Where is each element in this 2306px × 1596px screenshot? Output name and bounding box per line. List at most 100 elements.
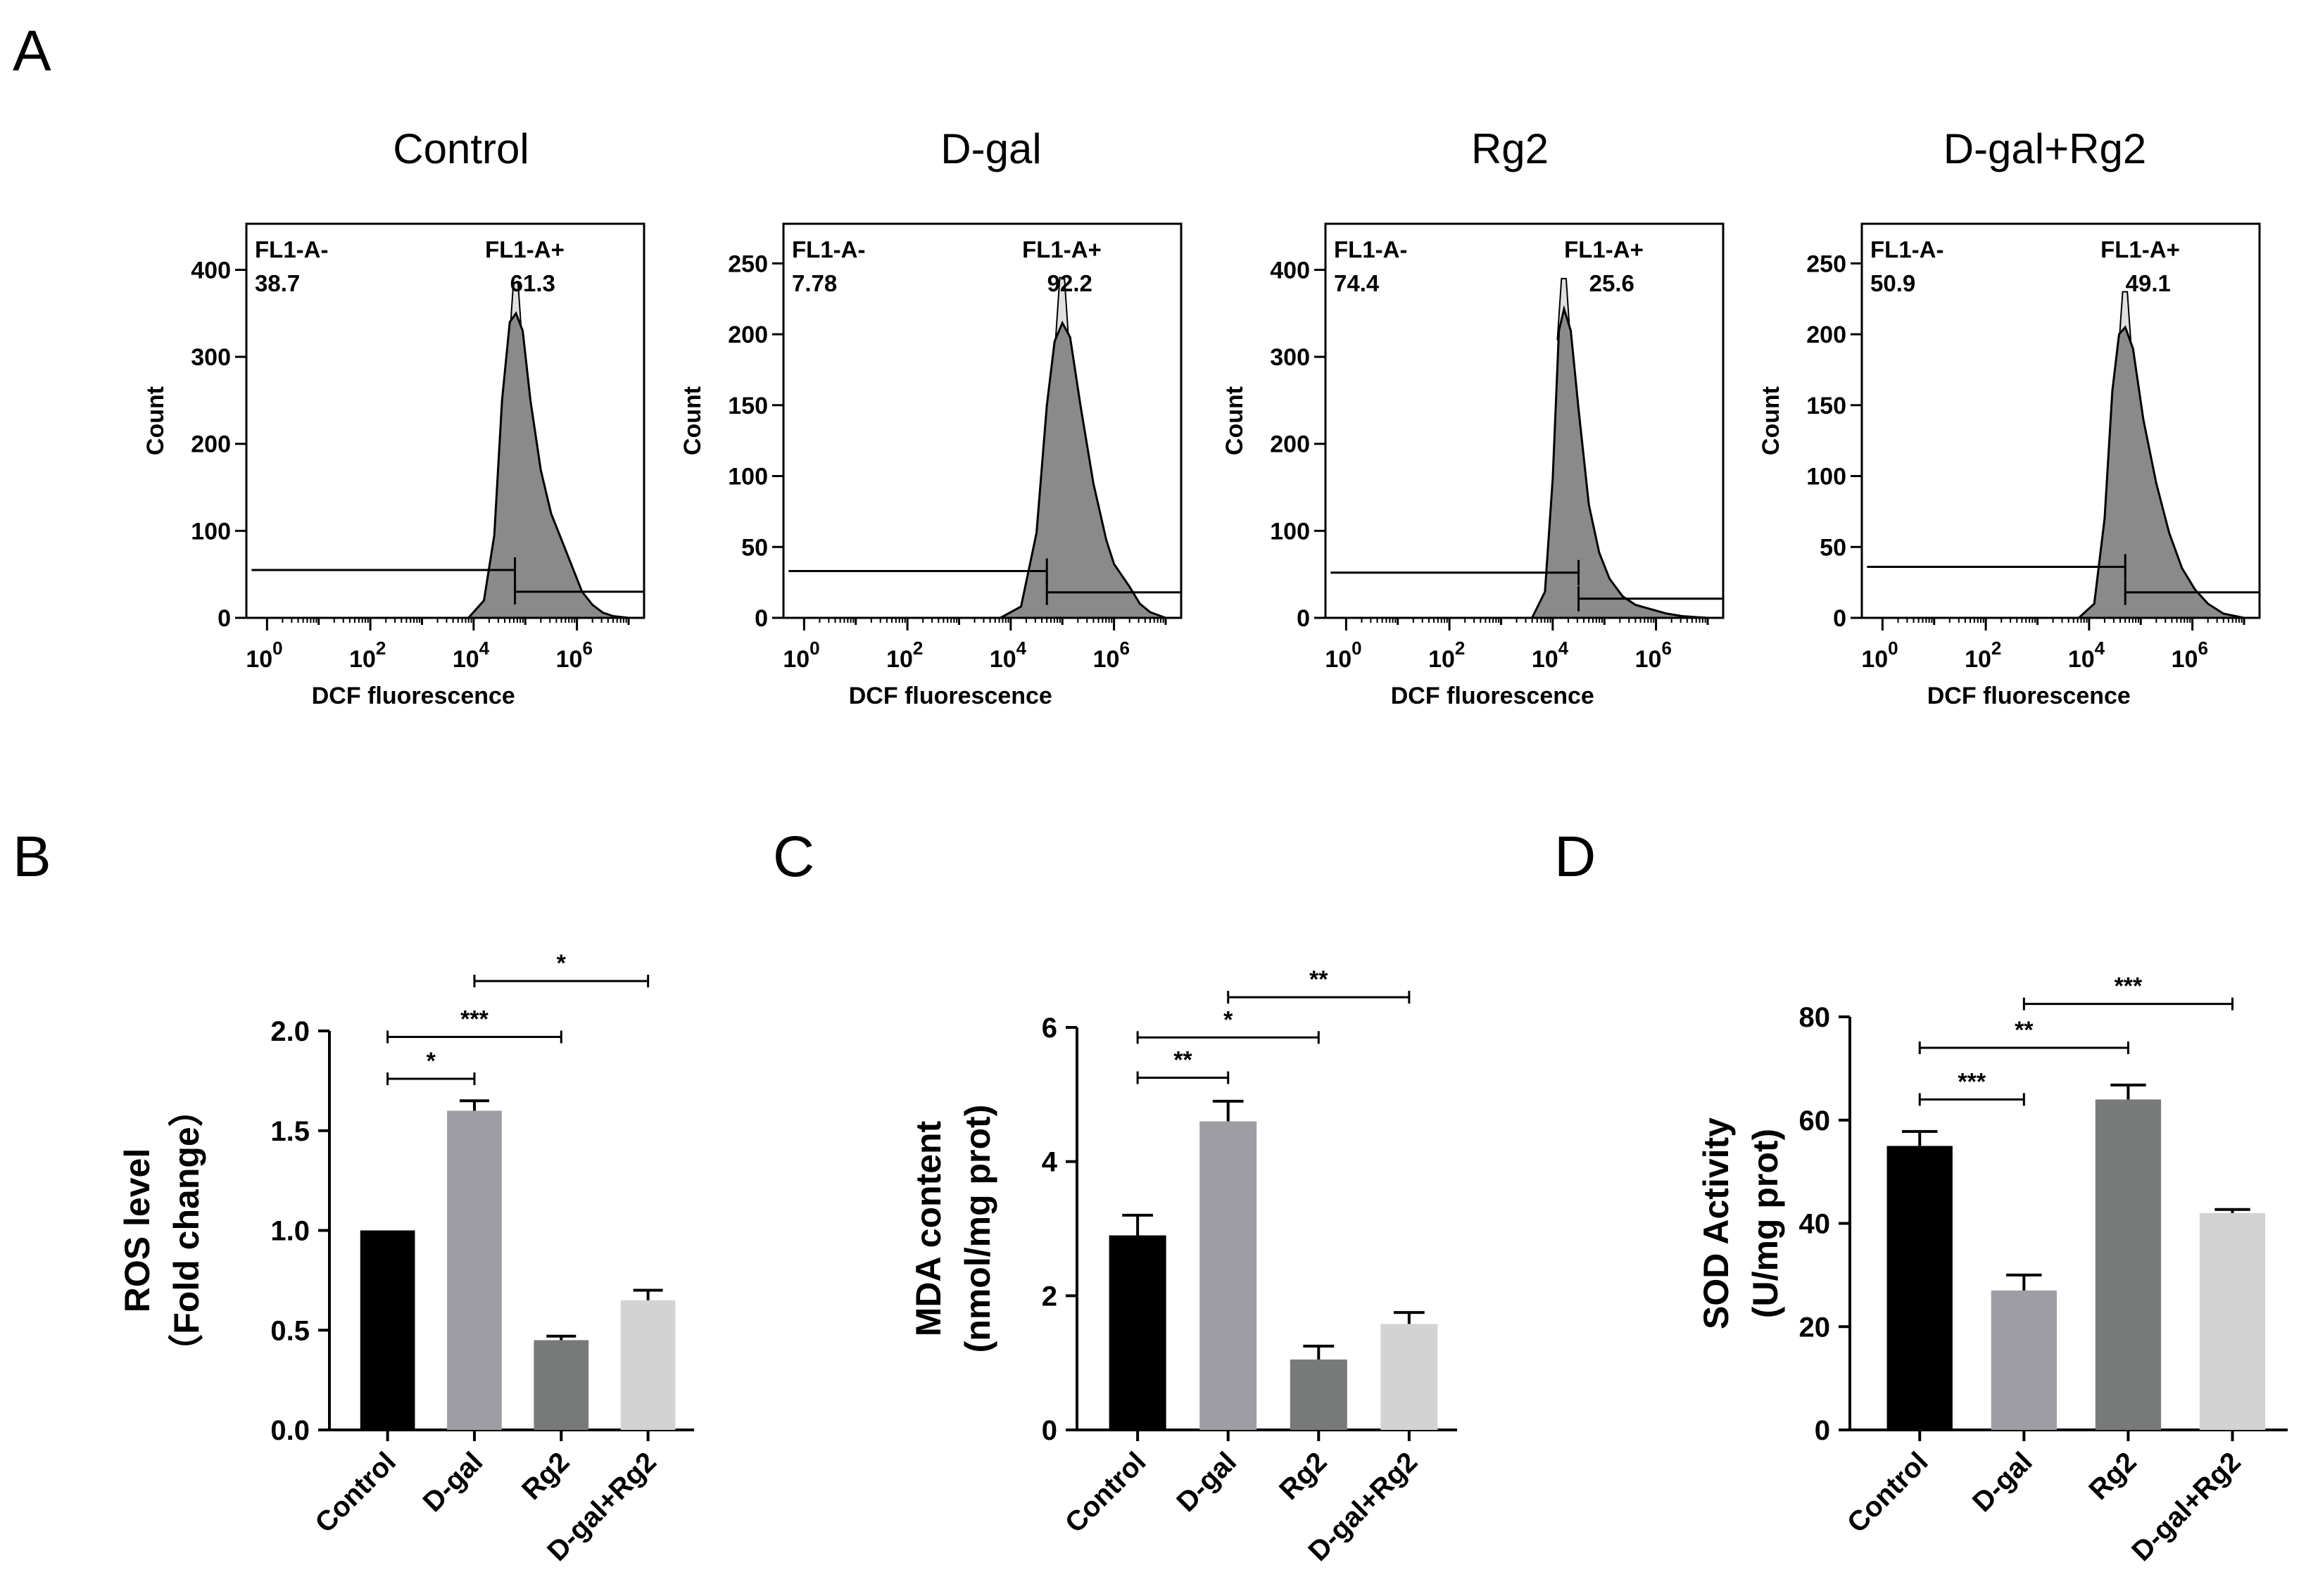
bar-chart-b-bar-control	[360, 1230, 415, 1430]
hist-d-gal-rg2-xtick-label-6: 106	[2172, 638, 2208, 673]
hist-d-gal-histogram	[1000, 320, 1166, 619]
bar-chart-c-sig-label-2: *	[1223, 1006, 1233, 1033]
hist-d-gal-ylabel: Count	[679, 386, 706, 455]
hist-d-gal-rg2: D-gal+Rg2 FL1-A- 50.9 FL1-A+ 49.1 0 50 100 150 20…	[1758, 125, 2261, 709]
hist-d-gal-rg2-gate-2-name: FL1-A+	[2100, 236, 2180, 262]
bar-chart-c: 0 2 4 6 MDA content (nmol/mg prot) Control D-ga…	[909, 966, 1457, 1567]
hist-control-xtick-label-6: 106	[556, 638, 593, 673]
hist-control-xlabel: DCF fluorescence	[312, 683, 515, 709]
hist-rg2-xtick-label-2: 102	[1428, 638, 1465, 673]
bar-chart-d-category-d-gal-rg2: D-gal+Rg2	[2126, 1446, 2247, 1567]
bar-chart-d-category-d-gal: D-gal	[1967, 1446, 2039, 1518]
bar-chart-b-category-rg2: Rg2	[516, 1446, 576, 1506]
bar-chart-c-bar-d-gal	[1199, 1121, 1257, 1430]
hist-d-gal-ytick-label-200: 200	[728, 322, 768, 348]
hist-d-gal-frame	[782, 222, 1183, 619]
bar-chart-d-bar-control	[1886, 1146, 1953, 1430]
panel-letter-c: C	[773, 825, 814, 889]
hist-control-xtick-label-4: 104	[453, 638, 490, 673]
bar-chart-c-bar-rg2	[1290, 1359, 1347, 1430]
bar-chart-c-ytick-label: 4	[1042, 1147, 1058, 1178]
hist-d-gal-xtick-label-6: 106	[1093, 638, 1130, 673]
hist-d-gal-gate-1-name: FL1-A-	[792, 236, 865, 262]
hist-rg2-ytick-label-400: 400	[1270, 257, 1310, 284]
bar-chart-c-ylabel-line-1: MDA content	[909, 1120, 948, 1336]
bar-chart-d-ytick-label: 80	[1799, 1002, 1831, 1033]
hist-rg2-title: Rg2	[1471, 125, 1549, 172]
bar-chart-d-bar-d-gal	[1991, 1290, 2057, 1430]
hist-rg2-ylabel: Count	[1221, 386, 1248, 455]
bar-chart-d-sig-label-3: ***	[2115, 973, 2143, 1000]
bar-chart-b-category-control: Control	[309, 1446, 402, 1539]
bar-chart-c-category-d-gal: D-gal	[1171, 1446, 1242, 1518]
hist-d-gal-ytick-label-50: 50	[741, 534, 768, 561]
bar-chart-b-bar-rg2	[534, 1340, 589, 1430]
bar-chart-b-ylabel-line-1: ROS level	[118, 1148, 157, 1312]
hist-d-gal-rg2-ytick-label-150: 150	[1806, 393, 1846, 419]
bar-chart-c-sig-label-1: **	[1173, 1047, 1192, 1074]
hist-d-gal: D-gal FL1-A- 7.78 FL1-A+ 92.2 0 50 100 150 200 250…	[679, 125, 1183, 709]
hist-control-gate-2-name: FL1-A+	[485, 236, 565, 262]
hist-rg2-ytick-label-200: 200	[1270, 431, 1310, 458]
bar-chart-d-ylabel-line-2: (U/mg prot)	[1746, 1129, 1785, 1318]
hist-control-ytick-label-200: 200	[191, 431, 231, 458]
bar-chart-d-ytick-label: 20	[1799, 1312, 1831, 1343]
hist-d-gal-rg2-ytick-label-200: 200	[1806, 322, 1846, 348]
hist-d-gal-rg2-histogram	[2076, 325, 2245, 619]
hist-d-gal-xtick-label-2: 102	[886, 638, 923, 673]
hist-rg2-xtick-label-4: 104	[1532, 638, 1569, 673]
bar-chart-b-bar-d-gal	[447, 1110, 502, 1430]
bar-chart-c-ytick-label: 2	[1042, 1281, 1057, 1312]
hist-rg2-xtick-label-6: 106	[1635, 638, 1672, 673]
hist-d-gal-gate-2-name: FL1-A+	[1022, 236, 1102, 262]
hist-d-gal-ytick-label-150: 150	[728, 393, 768, 419]
bar-chart-b-bar-d-gal-rg2	[620, 1300, 676, 1430]
hist-rg2-histogram	[1530, 305, 1708, 619]
hist-d-gal-rg2-ytick-label-50: 50	[1820, 534, 1846, 561]
hist-d-gal-rg2-xlabel: DCF fluorescence	[1927, 683, 2131, 709]
panel-letter-a: A	[13, 19, 51, 83]
bar-chart-d-ytick-label: 40	[1799, 1209, 1831, 1240]
bar-chart-b-ytick-label: 0.5	[270, 1315, 310, 1346]
hist-d-gal-xtick-label-4: 104	[990, 638, 1027, 673]
bar-chart-c-sig-label-3: **	[1309, 966, 1328, 993]
hist-d-gal-rg2-gate-2-value: 49.1	[2126, 270, 2171, 296]
bar-chart-c-bar-d-gal-rg2	[1380, 1324, 1438, 1430]
bar-chart-c-bar-control	[1109, 1235, 1166, 1430]
hist-control-frame	[245, 222, 645, 619]
bar-chart-d-sig-label-1: ***	[1958, 1068, 1986, 1095]
bar-chart-d-ylabel-line-1: SOD Activity	[1696, 1117, 1736, 1329]
bar-chart-b-category-d-gal: D-gal	[417, 1446, 489, 1518]
bar-chart-b-ytick-label: 1.5	[270, 1116, 310, 1147]
hist-d-gal-rg2-ytick-label-0: 0	[1833, 605, 1846, 632]
bar-chart-d-sig-label-2: **	[2015, 1017, 2034, 1044]
bar-chart-b: 0.0 0.5 1.0 1.5 2.0 ROS level （Fold change） Con…	[118, 950, 694, 1567]
panel-letter-d: D	[1554, 825, 1596, 889]
hist-rg2-gate-1-name: FL1-A-	[1334, 236, 1407, 262]
hist-d-gal-rg2-gate-1-value: 50.9	[1870, 270, 1915, 296]
bar-chart-c-ytick-label: 0	[1042, 1415, 1057, 1446]
bar-chart-d: 0 20 40 60 80 SOD Activity (U/mg prot) Control D…	[1696, 973, 2288, 1567]
hist-rg2-ytick-label-100: 100	[1270, 518, 1310, 545]
charts-layer: ControlFL1-A-38.7FL1-A+61.30100200300400…	[118, 125, 2288, 1567]
hist-d-gal-xlabel: DCF fluorescence	[849, 683, 1052, 709]
hist-d-gal-rg2-title: D-gal+Rg2	[1943, 125, 2147, 172]
bar-chart-b-ytick-label: 0.0	[270, 1415, 310, 1446]
hist-d-gal-gate-1-value: 7.78	[792, 270, 837, 296]
hist-rg2-frame	[1324, 222, 1725, 619]
bar-chart-d-bar-d-gal-rg2	[2199, 1212, 2266, 1430]
bar-chart-b-sig-label-3: *	[557, 950, 567, 977]
bar-chart-d-category-rg2: Rg2	[2083, 1446, 2143, 1506]
bar-chart-b-sig-label-2: ***	[460, 1006, 489, 1033]
bar-chart-b-sig-label-1: *	[427, 1048, 436, 1075]
hist-control-ytick-label-400: 400	[191, 257, 231, 284]
hist-d-gal-rg2-gate-1-name: FL1-A-	[1870, 236, 1943, 262]
hist-d-gal-rg2-ylabel: Count	[1758, 386, 1784, 455]
hist-control-ytick-label-300: 300	[191, 344, 231, 371]
hist-control-ytick-label-100: 100	[191, 518, 231, 545]
hist-rg2-gate-2-name: FL1-A+	[1564, 236, 1644, 262]
hist-rg2-xlabel: DCF fluorescence	[1391, 683, 1594, 709]
hist-control: Control FL1-A- 38.7 FL1-A+ 61.3 0 100 200 300 400…	[142, 125, 645, 709]
hist-d-gal-rg2-xtick-label-0: 100	[1861, 638, 1898, 673]
